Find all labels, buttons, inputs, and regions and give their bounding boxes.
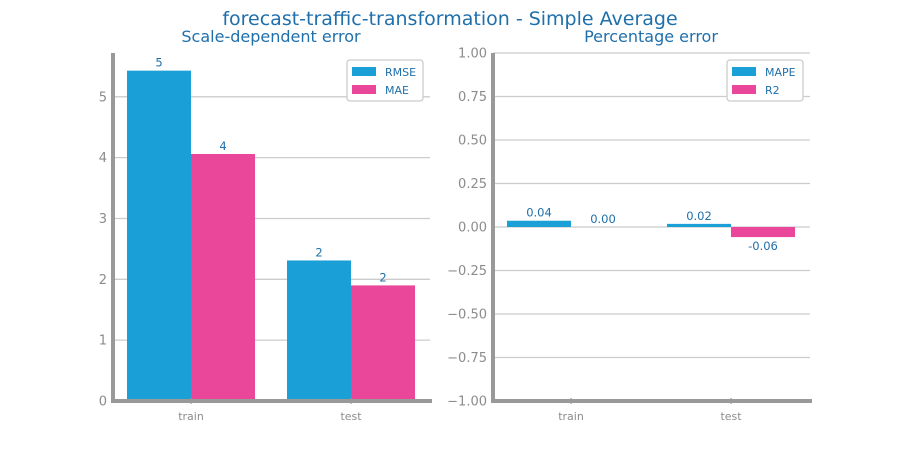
y-tick-label: 5 [99, 90, 107, 105]
legend-swatch-rmse [352, 67, 376, 76]
legend-swatch-mape [732, 67, 756, 76]
percentage-error-chart: Percentage error −1.00 −0.75 −0.50 −0.25 0.00… [447, 27, 812, 423]
data-label-mape-train: 0.04 [526, 206, 552, 220]
legend-label-rmse: RMSE [385, 66, 416, 79]
scale-dependent-error-chart: Scale-dependent error 0 1 2 3 4 5 5 2 4 2 train test… [99, 27, 432, 423]
x-tick-label-test: test [720, 410, 742, 423]
x-tick-label-test: test [340, 410, 362, 423]
y-tick-label: 0 [99, 395, 107, 410]
data-label-mae-train: 4 [219, 139, 226, 153]
y-tick-label: 4 [99, 151, 107, 166]
y-tick-label: 0.00 [458, 221, 487, 236]
legend: MAPE R2 [726, 59, 804, 102]
data-label-mape-test: 0.02 [686, 209, 712, 223]
legend-swatch-r2 [732, 85, 756, 94]
y-tick-label: 1.00 [458, 47, 487, 62]
x-tick-label-train: train [558, 410, 584, 423]
legend-label-mape: MAPE [765, 66, 796, 79]
data-label-mae-test: 2 [379, 270, 386, 284]
y-tick-label: 0.50 [458, 134, 487, 149]
y-tick-label: −0.75 [447, 351, 487, 366]
data-label-rmse-test: 2 [315, 245, 322, 259]
chart-title: Percentage error [584, 27, 718, 46]
bar-rmse-test [287, 260, 351, 401]
bar-mape-train [507, 220, 571, 227]
bar-mae-test [351, 285, 415, 401]
data-label-r2-test: -0.06 [748, 239, 778, 253]
chart-title: Scale-dependent error [181, 27, 361, 46]
y-tick-label: 0.25 [458, 177, 487, 192]
legend-label-r2: R2 [765, 84, 780, 97]
y-tick-label: −1.00 [447, 395, 487, 410]
figure-title: forecast-traffic-transformation - Simple… [222, 8, 677, 30]
y-tick-label: −0.50 [447, 308, 487, 323]
data-label-rmse-train: 5 [155, 56, 162, 70]
y-tick-label: 0.75 [458, 90, 487, 105]
x-tick-label-train: train [178, 410, 204, 423]
bar-mape-test [667, 223, 731, 227]
data-label-r2-train: 0.00 [590, 212, 616, 226]
bar-rmse-train [127, 70, 191, 401]
y-tick-label: 3 [99, 212, 107, 227]
y-tick-label: 2 [99, 273, 107, 288]
y-tick-label: −0.25 [447, 264, 487, 279]
legend-label-mae: MAE [385, 84, 409, 97]
bar-mae-train [191, 153, 255, 401]
legend-swatch-mae [352, 85, 376, 94]
bar-r2-test [731, 227, 795, 238]
y-tick-label: 1 [99, 334, 107, 349]
legend: RMSE MAE [346, 59, 424, 102]
